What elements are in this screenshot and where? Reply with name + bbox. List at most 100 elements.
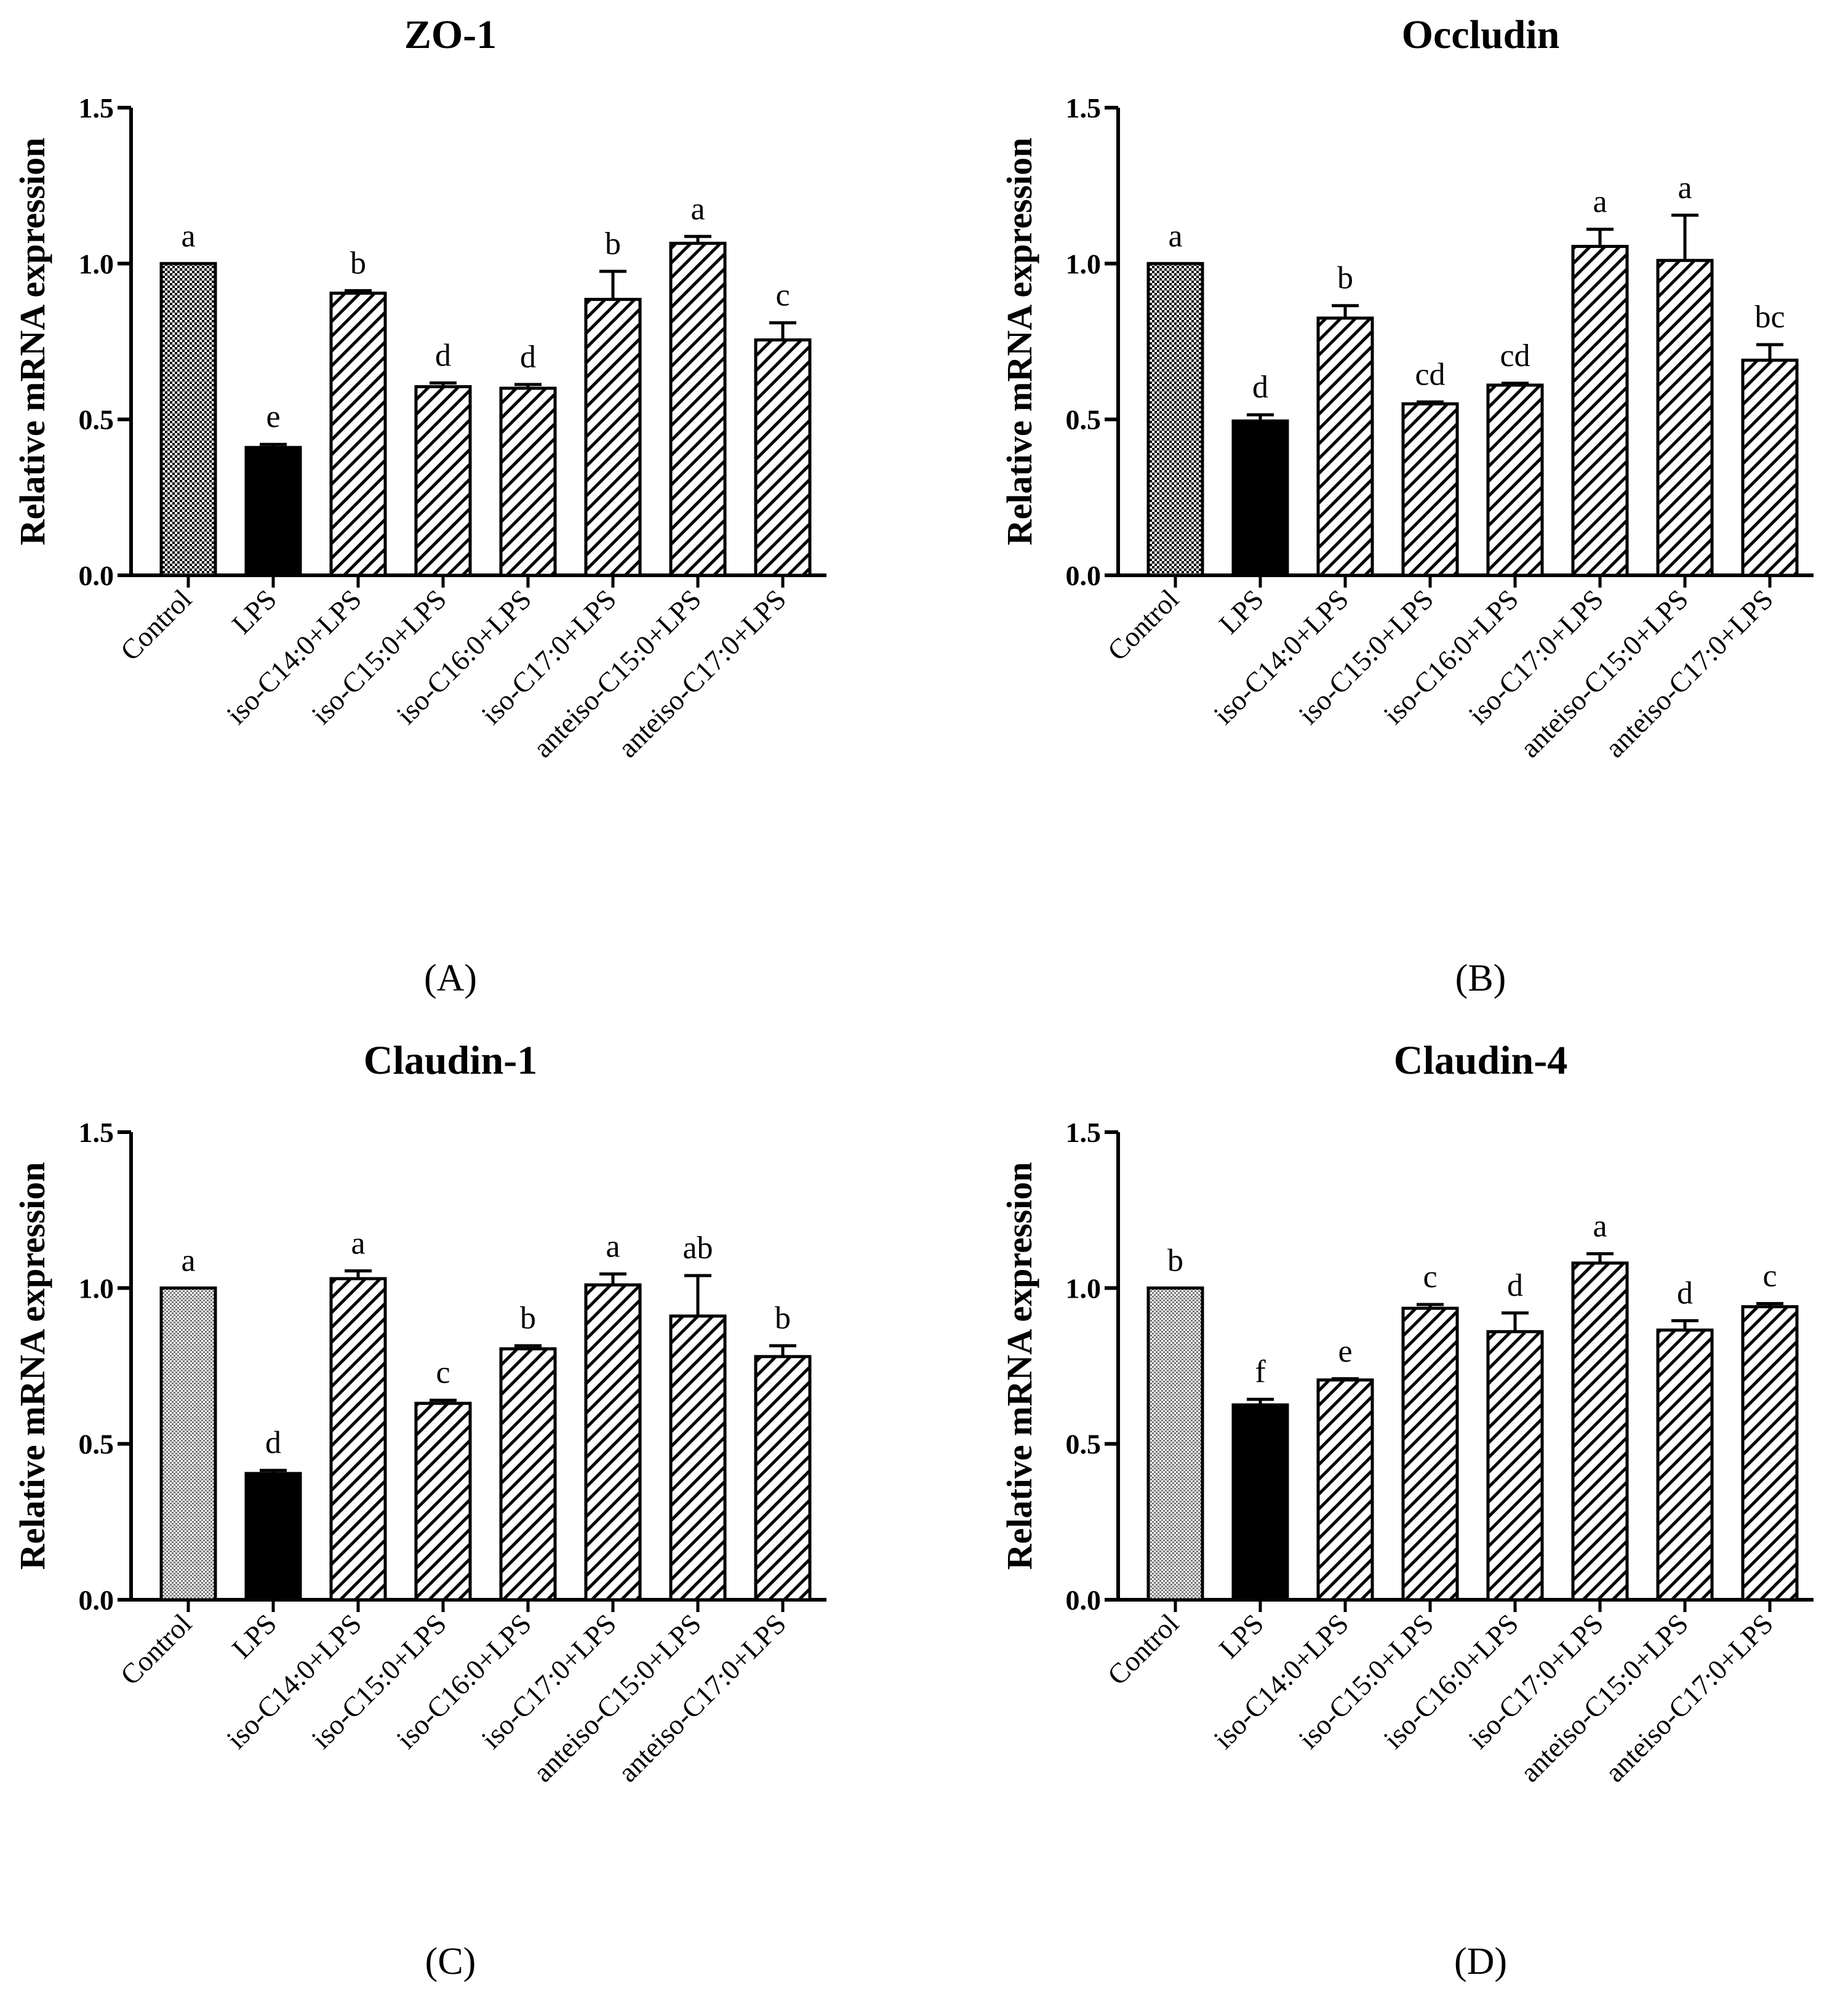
y-tick-label: 1.0 [79,248,114,279]
chart-panel-b: Occludin Relative mRNA expression 0.0 0.5 1.… [999,12,1814,999]
y-tick-label: 1.0 [1066,1272,1102,1304]
y-axis-label: Relative mRNA expression [999,138,1039,546]
significance-letter: a [181,218,195,253]
significance-letter: bc [1754,300,1785,335]
bar [1741,1305,1799,1602]
significance-letter: a [1593,185,1607,220]
significance-letter: d [265,1426,281,1461]
significance-letter: d [1507,1268,1523,1303]
significance-letter: e [266,399,280,434]
bar [1486,383,1544,577]
significance-letter: d [435,338,451,373]
bar [1401,402,1459,577]
y-axis-label: Relative mRNA expression [12,1162,52,1570]
bar [1656,258,1714,577]
significance-letter: d [1252,370,1268,405]
bar [1401,1306,1459,1602]
x-tick-label: LPS [1213,1608,1270,1664]
significance-letter: f [1255,1354,1266,1389]
panel-label: (B) [1455,957,1506,999]
significance-letter: d [1677,1276,1693,1311]
bar [1146,261,1204,577]
y-tick-label: 0.0 [1066,560,1102,591]
bar [159,261,217,577]
y-tick-label: 1.5 [1066,1117,1102,1148]
significance-letter: c [1423,1259,1437,1295]
significance-letter: ab [682,1231,713,1266]
bar [329,291,387,577]
significance-letter: b [775,1301,791,1336]
significance-letter: cd [1415,357,1445,392]
y-tick-label: 0.0 [1066,1584,1102,1616]
bar [159,1286,217,1602]
chart-title: ZO-1 [404,12,497,57]
y-tick-label: 0.5 [1066,1429,1102,1460]
bar [1146,1286,1204,1602]
panel-label: (D) [1454,1941,1507,1982]
bar [329,1277,387,1602]
significance-letter: b [350,246,366,281]
significance-letter: b [1337,261,1353,296]
bar [414,1402,472,1602]
bar [499,386,557,577]
x-tick-label: LPS [226,1608,282,1664]
y-tick-label: 1.0 [79,1272,114,1304]
y-tick-label: 0.5 [1066,404,1102,436]
bar [1656,1328,1714,1602]
bar [414,385,472,577]
significance-letter: d [520,340,536,375]
y-tick-label: 0.0 [79,560,114,591]
x-tick-label: Control [114,1608,198,1691]
x-tick-label: LPS [1213,583,1270,640]
chart-title: Claudin-1 [364,1038,537,1083]
x-tick-label: LPS [226,583,282,640]
significance-letter: cd [1500,338,1530,373]
y-tick-label: 1.5 [79,1117,114,1148]
x-tick-label: Control [1102,1608,1185,1691]
bar [669,1314,727,1602]
bar [584,1283,642,1602]
significance-letter: a [181,1243,195,1278]
chart-title: Occludin [1402,12,1560,57]
panel-label: (C) [425,1941,476,1982]
chart-panel-d: Claudin-4 Relative mRNA expression 0.0 0.5 1… [999,1038,1814,1982]
y-tick-label: 1.5 [79,92,114,124]
significance-letter: e [1338,1334,1352,1369]
x-tick-label: Control [114,583,198,666]
significance-letter: a [351,1226,365,1261]
significance-letter: a [606,1229,620,1264]
significance-letter: a [1593,1209,1607,1244]
bar [1316,1378,1374,1602]
significance-letter: c [436,1355,450,1391]
bar [669,241,727,577]
chart-title: Claudin-4 [1394,1038,1567,1083]
panel-label: (A) [424,957,477,999]
significance-letter: b [605,226,621,261]
bar [1316,316,1374,577]
bar [1571,244,1629,577]
y-tick-label: 1.5 [1066,92,1102,124]
bar [754,1355,812,1602]
bar [1571,1261,1629,1602]
chart-panel-a: ZO-1 Relative mRNA expression 0.0 0.5 1.0 1.5… [12,12,826,999]
y-tick-label: 0.5 [79,404,114,436]
bar [1741,358,1799,577]
y-axis-label: Relative mRNA expression [12,138,52,546]
bar [499,1347,557,1602]
x-tick-label: Control [1102,583,1185,666]
significance-letter: a [1678,170,1692,206]
y-axis-label: Relative mRNA expression [999,1162,1039,1570]
y-tick-label: 1.0 [1066,248,1102,279]
significance-letter: a [690,191,705,226]
bar [754,338,812,577]
significance-letter: c [775,278,790,313]
bar [1231,1403,1289,1602]
bar [1486,1330,1544,1602]
chart-panel-c: Claudin-1 Relative mRNA expression 0.0 0.5 1… [12,1038,826,1982]
y-tick-label: 0.5 [79,1429,114,1460]
bar [584,298,642,577]
bar [1231,419,1289,577]
y-tick-label: 0.0 [79,1584,114,1616]
bar [244,1472,302,1602]
